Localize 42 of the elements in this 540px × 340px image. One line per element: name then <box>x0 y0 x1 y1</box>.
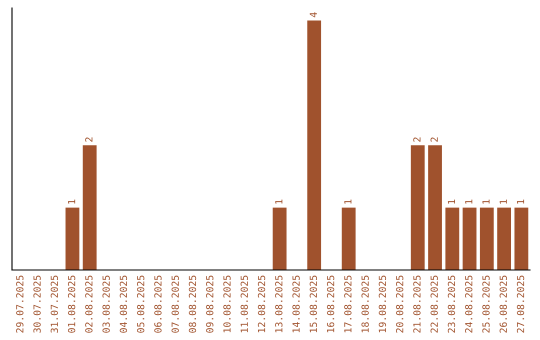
x-tick-label: 20.08.2025 <box>396 276 404 333</box>
x-tick-label: 16.08.2025 <box>326 276 334 332</box>
x-tick-label: 10.08.2025 <box>223 276 231 332</box>
x-tick-label: 15.08.2025 <box>310 276 318 332</box>
data-label: 1 <box>68 200 76 204</box>
x-tick-label: 05.08.2025 <box>136 276 144 333</box>
x-tick-label: 22.08.2025 <box>430 276 438 333</box>
x-tick-label: 12.08.2025 <box>258 276 266 332</box>
data-label: 1 <box>500 200 507 204</box>
x-tick-label: 30.07.2025 <box>33 276 41 333</box>
x-tick-label: 18.08.2025 <box>361 276 369 332</box>
data-label: 2 <box>413 137 420 142</box>
x-tick-label: 25.08.2025 <box>482 276 490 333</box>
x-tick-label: 27.08.2025 <box>516 276 524 333</box>
x-tick-label: 17.08.2025 <box>344 276 352 332</box>
x-tick-label: 24.08.2025 <box>465 276 472 333</box>
x-tick-label: 07.08.2025 <box>172 276 179 333</box>
data-label: 2 <box>85 137 92 142</box>
x-tick-label: 08.08.2025 <box>188 276 196 333</box>
x-tick-label: 06.08.2025 <box>154 276 162 333</box>
data-label: 1 <box>516 200 524 204</box>
x-tick-label: 09.08.2025 <box>206 276 214 333</box>
data-label: 1 <box>482 200 490 204</box>
x-tick-label: 04.08.2025 <box>120 276 128 333</box>
x-tick-label: 23.08.2025 <box>448 276 456 333</box>
data-label: 2 <box>430 137 438 142</box>
x-tick-label: 03.08.2025 <box>102 276 110 333</box>
x-tick-label: 13.08.2025 <box>275 276 282 332</box>
x-tick-label: 11.08.2025 <box>240 276 248 332</box>
x-tick-label: 02.08.2025 <box>85 276 93 333</box>
data-label: 4 <box>310 12 317 18</box>
x-tick-label: 21.08.2025 <box>413 276 421 333</box>
x-tick-label: 29.07.2025 <box>16 276 24 333</box>
data-label: 1 <box>275 200 282 204</box>
x-tick-label: 31.07.2025 <box>50 276 58 333</box>
x-tick-label: 14.08.2025 <box>292 276 300 332</box>
x-tick-label: 26.08.2025 <box>500 276 507 333</box>
data-label: 1 <box>465 200 472 204</box>
x-tick-label: 01.08.2025 <box>68 276 76 333</box>
x-tick-label: 19.08.2025 <box>378 276 386 332</box>
data-label: 1 <box>448 200 456 204</box>
data-label: 1 <box>344 200 352 204</box>
